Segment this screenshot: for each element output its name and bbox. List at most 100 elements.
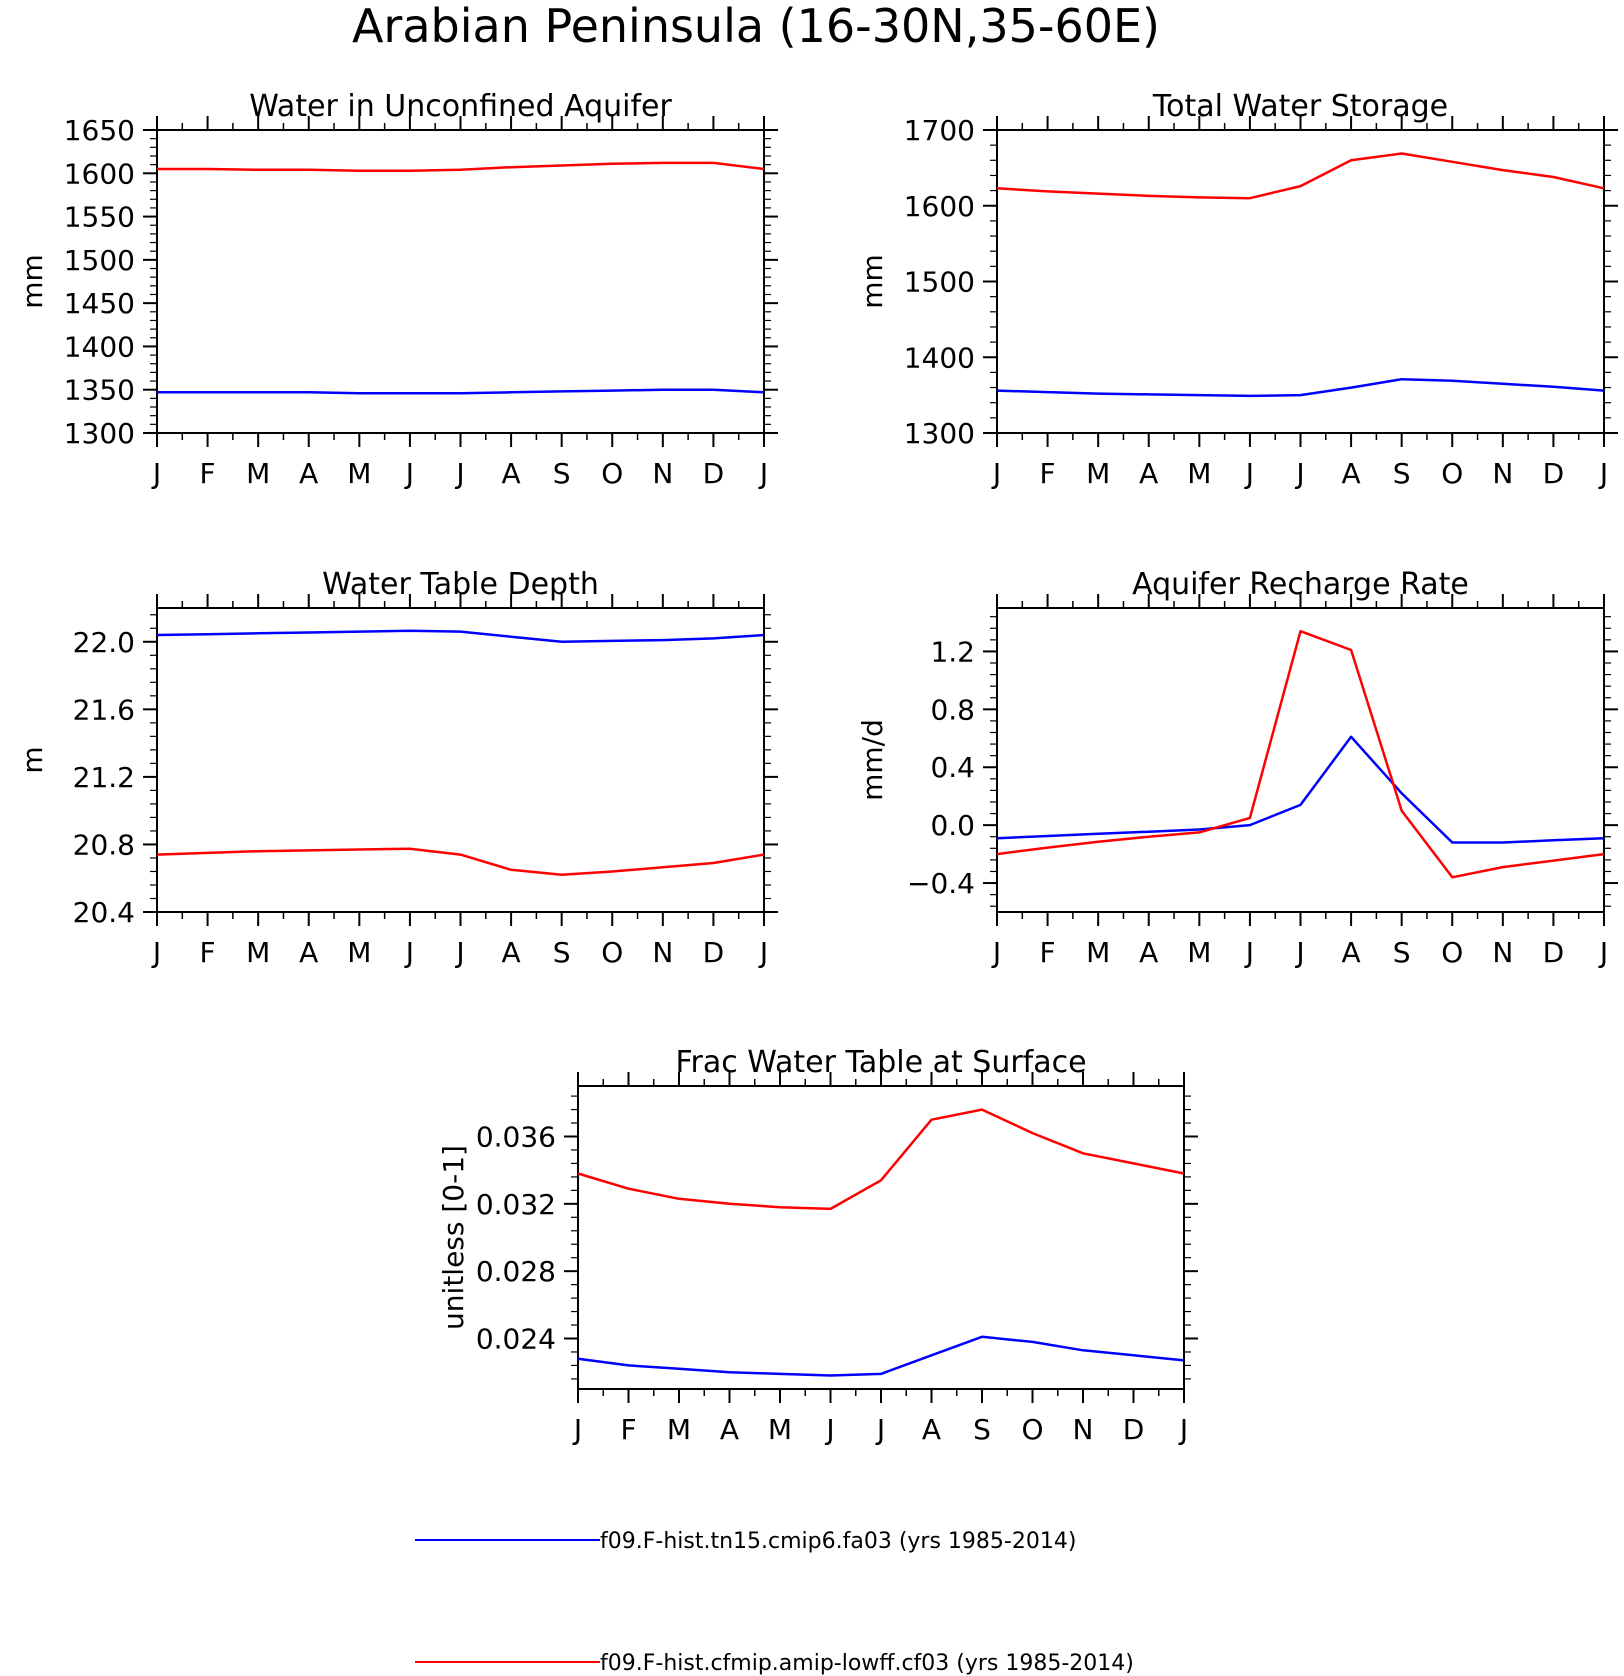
legend-label-blue: f09.F-hist.tn15.cmip6.fa03 (yrs 1985-201…: [600, 1529, 1076, 1554]
legend: f09.F-hist.tn15.cmip6.fa03 (yrs 1985-201…: [415, 1529, 1134, 1676]
total-water-storage-ytick-label: 1500: [904, 266, 975, 299]
water-unconfined-aquifer-xtick-label: F: [200, 457, 216, 490]
water-unconfined-aquifer-ytick-label: 1300: [64, 417, 135, 450]
frac-water-table-ytick-label: 0.028: [476, 1255, 556, 1288]
water-table-depth-xtick-label: A: [502, 936, 521, 969]
total-water-storage-ytick-label: 1700: [904, 114, 975, 147]
legend-label-red: f09.F-hist.cfmip.amip-lowff.cf03 (yrs 19…: [600, 1651, 1134, 1676]
water-unconfined-aquifer-xtick-label: D: [703, 457, 725, 490]
water-table-depth-ytick-label: 21.2: [73, 761, 135, 794]
total-water-storage-xtick-label: J: [1244, 457, 1254, 490]
water-unconfined-aquifer-ytick-label: 1500: [64, 244, 135, 277]
aquifer-recharge-rate-series-blue: [996, 735, 1605, 844]
frac-water-table-xtick-label: S: [973, 1413, 991, 1446]
water-table-depth-xtick-label: D: [703, 936, 725, 969]
water-unconfined-aquifer-xtick-label: S: [553, 457, 571, 490]
total-water-storage-ytick-label: 1600: [904, 190, 975, 223]
aquifer-recharge-rate-xtick-label: J: [1598, 936, 1608, 969]
total-water-storage-ytick-label: 1300: [904, 417, 975, 450]
frac-water-table-xtick-label: J: [824, 1413, 834, 1446]
frac-water-table-xtick-label: J: [1178, 1413, 1188, 1446]
water-table-depth-xtick-label: J: [454, 936, 464, 969]
water-unconfined-aquifer-ytick-label: 1350: [64, 374, 135, 407]
total-water-storage-xtick-label: M: [1086, 457, 1110, 490]
frac-water-table-series-red: [577, 1108, 1185, 1211]
legend-item-blue: f09.F-hist.tn15.cmip6.fa03 (yrs 1985-201…: [415, 1529, 1076, 1554]
water-unconfined-aquifer-ytick-label: 1650: [64, 114, 135, 147]
page-title: Arabian Peninsula (16-30N,35-60E): [352, 0, 1160, 53]
frac-water-table-xtick-label: N: [1073, 1413, 1094, 1446]
total-water-storage-ytick-label: 1400: [904, 341, 975, 374]
total-water-storage-xtick-label: F: [1040, 457, 1056, 490]
water-unconfined-aquifer-series-blue: [157, 388, 765, 395]
aquifer-recharge-rate-ytick-label: 0.4: [930, 751, 975, 784]
aquifer-recharge-rate-xtick-label: A: [1139, 936, 1158, 969]
total-water-storage-xtick-label: N: [1492, 457, 1513, 490]
total-water-storage-xtick-label: A: [1139, 457, 1158, 490]
water-table-depth-ytick-label: 21.6: [73, 693, 135, 726]
water-table-depth-xtick-label: S: [553, 936, 571, 969]
frac-water-table-xtick-label: J: [572, 1413, 582, 1446]
frac-water-table-xtick-label: M: [667, 1413, 691, 1446]
water-table-depth-xtick-label: O: [601, 936, 623, 969]
water-table-depth-ylabel: m: [16, 746, 49, 773]
water-table-depth-xtick-label: J: [151, 936, 161, 969]
water-unconfined-aquifer-ytick-label: 1450: [64, 287, 135, 320]
frac-water-table-xtick-label: O: [1021, 1413, 1043, 1446]
water-unconfined-aquifer-ytick-label: 1550: [64, 201, 135, 234]
frac-water-table-ytick-label: 0.032: [476, 1188, 556, 1221]
water-unconfined-aquifer-ytick-label: 1600: [64, 157, 135, 190]
aquifer-recharge-rate-xtick-label: J: [1244, 936, 1254, 969]
aquifer-recharge-rate-ytick-label: 0.0: [930, 809, 975, 842]
water-table-depth-xtick-label: N: [652, 936, 673, 969]
total-water-storage-xtick-label: J: [1598, 457, 1608, 490]
aquifer-recharge-rate-xtick-label: M: [1187, 936, 1211, 969]
aquifer-recharge-rate-xtick-label: D: [1543, 936, 1565, 969]
aquifer-recharge-rate-ylabel: mm/d: [856, 719, 889, 801]
water-table-depth-xtick-label: F: [200, 936, 216, 969]
frac-water-table-ytick-label: 0.024: [476, 1323, 556, 1356]
aquifer-recharge-rate-ytick-label: 0.8: [930, 693, 975, 726]
aquifer-recharge-rate-xtick-label: M: [1086, 936, 1110, 969]
water-table-depth-xtick-label: J: [758, 936, 768, 969]
total-water-storage-ylabel: mm: [856, 254, 889, 309]
water-table-depth-xtick-label: J: [404, 936, 414, 969]
frac-water-table-xtick-label: J: [875, 1413, 885, 1446]
water-unconfined-aquifer-xtick-label: M: [246, 457, 270, 490]
frac-water-table-xtick-label: A: [720, 1413, 739, 1446]
total-water-storage-xtick-label: M: [1187, 457, 1211, 490]
total-water-storage-xtick-label: S: [1393, 457, 1411, 490]
total-water-storage-series-blue: [996, 377, 1605, 398]
water-unconfined-aquifer-xtick-label: J: [151, 457, 161, 490]
water-unconfined-aquifer-xtick-label: J: [454, 457, 464, 490]
water-unconfined-aquifer-xtick-label: A: [502, 457, 521, 490]
water-unconfined-aquifer-ytick-label: 1400: [64, 330, 135, 363]
water-unconfined-aquifer-ylabel: mm: [16, 254, 49, 309]
water-unconfined-aquifer-xtick-label: O: [601, 457, 623, 490]
frac-water-table-frame: [577, 1085, 1185, 1390]
aquifer-recharge-rate-ytick-label: −0.4: [907, 867, 975, 900]
water-table-depth-xtick-label: A: [299, 936, 318, 969]
water-table-depth-ytick-label: 20.8: [73, 828, 135, 861]
frac-water-table-xtick-label: M: [768, 1413, 792, 1446]
aquifer-recharge-rate-xtick-label: F: [1040, 936, 1056, 969]
total-water-storage-xtick-label: J: [991, 457, 1001, 490]
total-water-storage-xtick-label: O: [1441, 457, 1463, 490]
frac-water-table-series-blue: [577, 1335, 1185, 1377]
aquifer-recharge-rate-xtick-label: N: [1492, 936, 1513, 969]
water-table-depth-ytick-label: 20.4: [73, 896, 135, 929]
aquifer-recharge-rate-xtick-label: S: [1393, 936, 1411, 969]
aquifer-recharge-rate-xtick-label: J: [1294, 936, 1304, 969]
total-water-storage-xtick-label: J: [1294, 457, 1304, 490]
water-table-depth-xtick-label: M: [246, 936, 270, 969]
water-unconfined-aquifer-xtick-label: J: [758, 457, 768, 490]
water-table-depth-series-blue: [156, 629, 765, 644]
aquifer-recharge-rate-xtick-label: A: [1342, 936, 1361, 969]
water-unconfined-aquifer-series-red: [157, 161, 765, 172]
legend-item-red: f09.F-hist.cfmip.amip-lowff.cf03 (yrs 19…: [415, 1651, 1134, 1676]
